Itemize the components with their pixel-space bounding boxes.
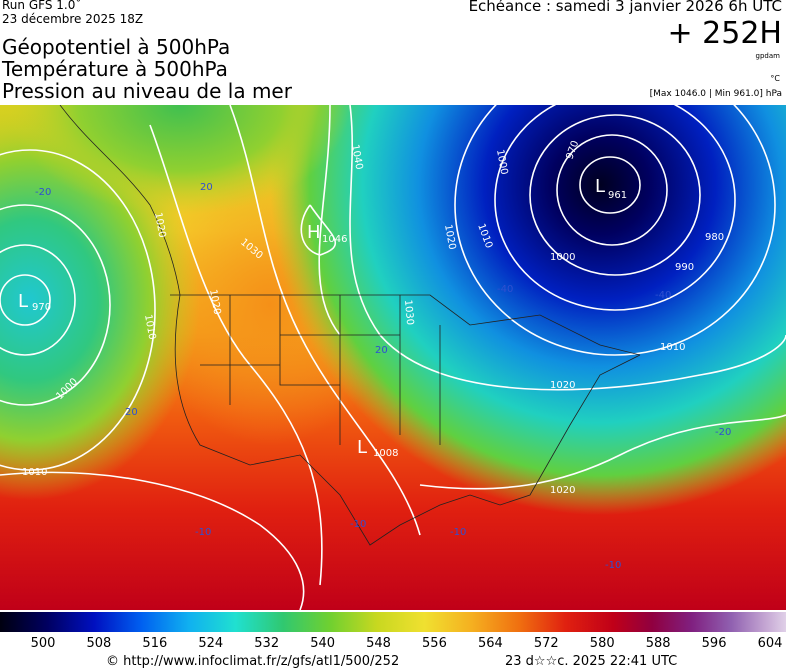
temp-label: -40 (655, 290, 671, 301)
isobar-label: 1000 (550, 252, 575, 263)
isobar-label: 1040 (349, 144, 364, 171)
temp-label: -10 (450, 527, 466, 538)
isobar-label: 1020 (152, 212, 167, 239)
colorbar-tick-label: 532 (254, 636, 280, 651)
title-line: Pression au niveau de la mer (2, 79, 292, 103)
temp-label: -10 (605, 560, 621, 571)
colorbar (0, 612, 786, 632)
valid-time: Echéance : samedi 3 janvier 2026 6h UTC (468, 0, 782, 15)
center-value: 1046 (322, 234, 347, 245)
isobar-label: 1020 (207, 289, 222, 316)
run: Run GFS 1.0˚ (2, 0, 82, 12)
colorbar-tick-label: 572 (533, 636, 559, 651)
isobar-label: 980 (705, 232, 724, 243)
title-line: Géopotentiel à 500hPa (2, 35, 231, 59)
colorbar-tick-label: 516 (142, 636, 168, 651)
isobar-label: 1020 (442, 224, 457, 251)
center-letter: L (357, 437, 367, 458)
colorbar-tick-label: 556 (422, 636, 447, 651)
colorbar-tick-label: 540 (310, 636, 336, 651)
center-letter: L (18, 291, 28, 312)
colorbar-tick-label: 548 (366, 636, 391, 651)
colorbar-tick-label: 508 (86, 636, 112, 651)
center-value: 970 (32, 302, 51, 313)
isobar-label: 1010 (142, 314, 157, 341)
colorbar-tick-label: 588 (645, 636, 671, 651)
isobar-label: 1020 (550, 380, 575, 391)
temp-label: -20 (715, 427, 731, 438)
colorbar-tick-label: 500 (30, 636, 56, 651)
isobars (0, 105, 786, 610)
temp-unit: °C (770, 74, 780, 83)
center-letter: H (307, 222, 321, 243)
temp-label: 20 (200, 182, 213, 193)
colorbar-tick-label: 596 (701, 636, 727, 651)
isobar-label: 1010 (660, 342, 685, 353)
lead-unit: gpdam (755, 52, 780, 60)
colorbar-tick-label: 524 (198, 636, 224, 651)
lead-time: + 252H (667, 16, 783, 51)
center-letter: L (595, 176, 605, 197)
map: 1040 1020 1030 1020 1010 1000 1010 1000 … (0, 105, 786, 610)
temp-label: -20 (35, 187, 51, 198)
timestamp: 23 d☆☆c. 2025 22:41 UTC (505, 654, 678, 669)
colorbar-tick-label: 580 (589, 636, 615, 651)
temp-label: 20 (375, 345, 388, 356)
extremes: [Max 1046.0 | Min 961.0] hPa (649, 89, 782, 99)
isobar-label: 990 (675, 262, 694, 273)
run-date: 23 décembre 2025 18Z (2, 12, 144, 26)
source: © http://www.infoclimat.fr/z/gfs/atl1/50… (106, 654, 400, 669)
isobar-label: 1030 (402, 299, 415, 325)
colorbar-tick-label: 604 (757, 636, 783, 651)
title-line: Température à 500hPa (2, 57, 228, 81)
center-value: 961 (608, 190, 627, 201)
isobar-label: 1000 (494, 149, 509, 176)
borders (59, 105, 641, 546)
temp-label: -10 (350, 519, 366, 530)
isobar-label: 1010 (22, 467, 47, 478)
pressure-centers: H 1046 L 970 L 961 L 1008 (18, 176, 627, 459)
isobar-label: 1020 (550, 485, 575, 496)
temp-label: -10 (195, 527, 211, 538)
center-value: 1008 (373, 448, 398, 459)
colorbar-tick-label: 564 (477, 636, 503, 651)
temp-label: -40 (497, 284, 513, 295)
temp-label: 20 (125, 407, 138, 418)
